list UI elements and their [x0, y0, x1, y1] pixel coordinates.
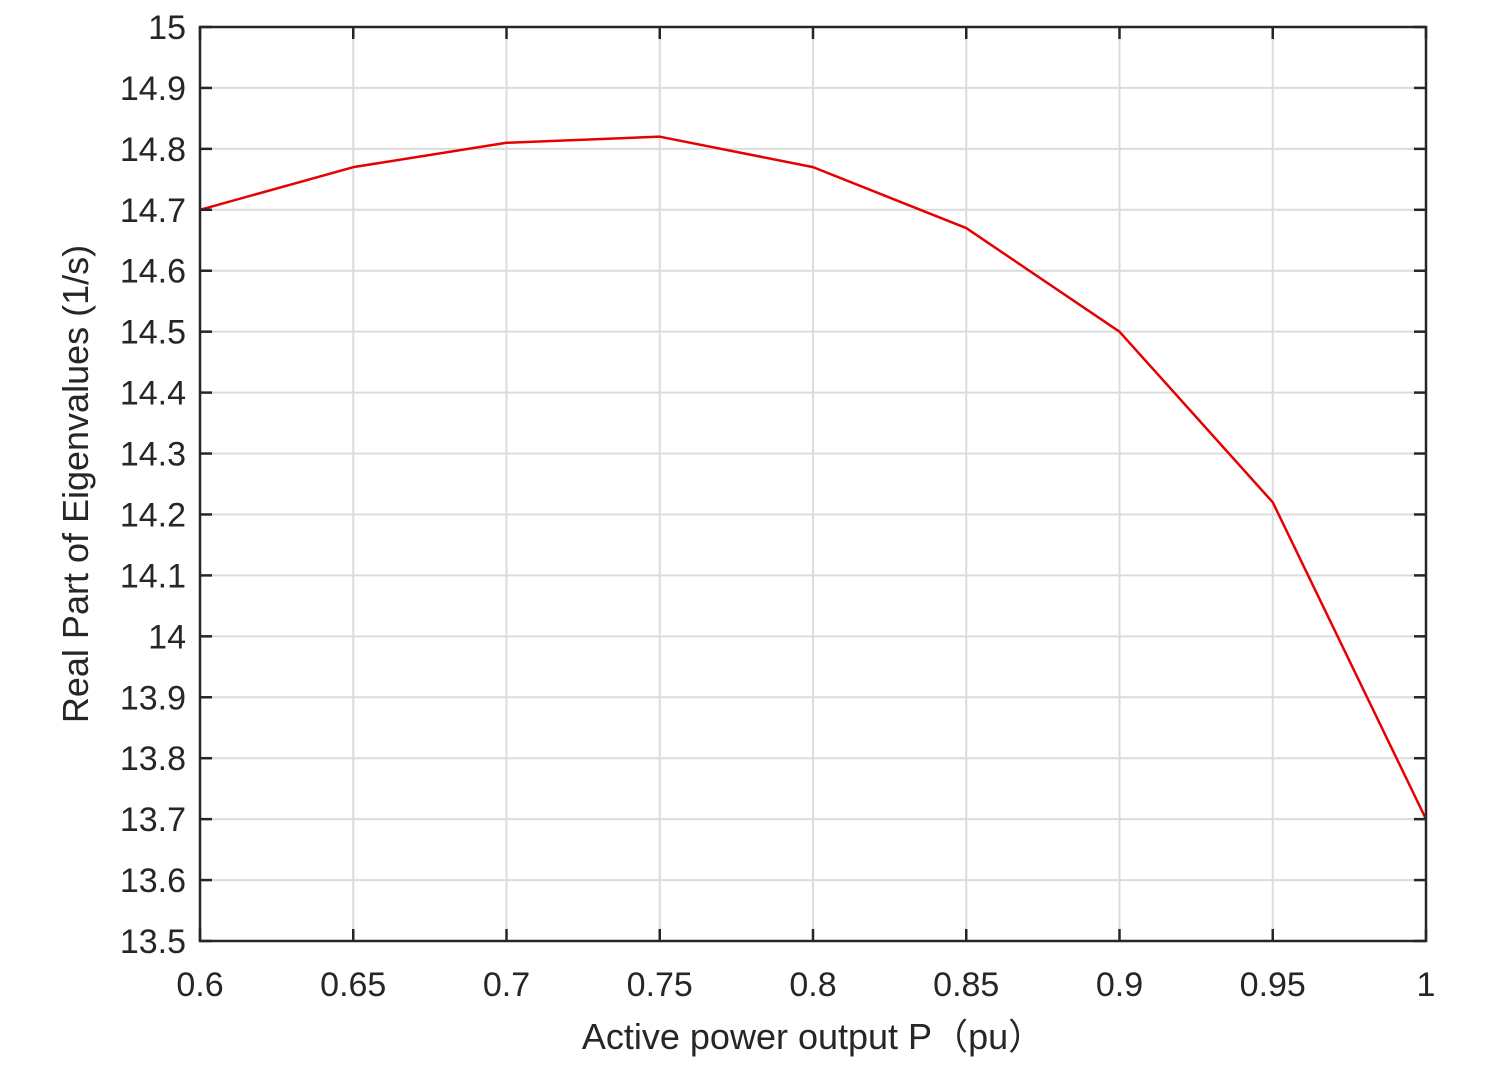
x-tick-label: 0.6: [176, 966, 223, 1004]
y-tick-label: 13.9: [120, 679, 186, 717]
x-tick-label: 0.65: [320, 966, 386, 1004]
x-tick-label: 0.8: [789, 966, 836, 1004]
y-tick-label: 14: [148, 618, 186, 656]
y-tick-label: 13.6: [120, 862, 186, 900]
series-layer: [199, 135, 1428, 820]
x-tick-label: 1: [1417, 966, 1436, 1004]
x-tick-label: 0.95: [1240, 966, 1306, 1004]
y-tick-label: 14.2: [120, 496, 186, 534]
x-tick-label: 0.9: [1096, 966, 1143, 1004]
x-tick-label: 0.85: [933, 966, 999, 1004]
y-tick-label: 14.6: [120, 253, 186, 291]
y-tick-label: 15: [148, 9, 186, 47]
y-tick-label: 14.3: [120, 436, 186, 474]
y-tick-label: 13.7: [120, 801, 186, 839]
y-tick-label: 13.8: [120, 740, 186, 778]
y-tick-label: 14.7: [120, 192, 186, 230]
x-tick-label: 0.75: [627, 966, 693, 1004]
x-tick-label: 0.7: [483, 966, 530, 1004]
series-line: [199, 135, 1428, 820]
axis-ticks: [198, 25, 1428, 943]
y-tick-label: 14.1: [120, 557, 186, 595]
y-tick-label: 14.9: [120, 70, 186, 108]
y-tick-label: 14.8: [120, 131, 186, 169]
grid-lines: [199, 26, 1427, 942]
y-tick-label: 13.5: [120, 923, 186, 961]
y-tick-labels: 13.5 13.6 13.7 13.8 13.9 14 14.1 14.2 14.3 14.4 14…: [120, 9, 186, 961]
x-tick-labels: 0.6 0.65 0.7 0.75 0.8 0.85 0.9 0.95 1: [176, 966, 1435, 1004]
x-axis-label: Active power output P（pu）: [582, 1016, 1044, 1057]
y-tick-label: 14.5: [120, 314, 186, 352]
y-tick-label: 14.4: [120, 375, 186, 413]
y-axis-label: Real Part of Eigenvalues (1/s): [55, 245, 96, 723]
